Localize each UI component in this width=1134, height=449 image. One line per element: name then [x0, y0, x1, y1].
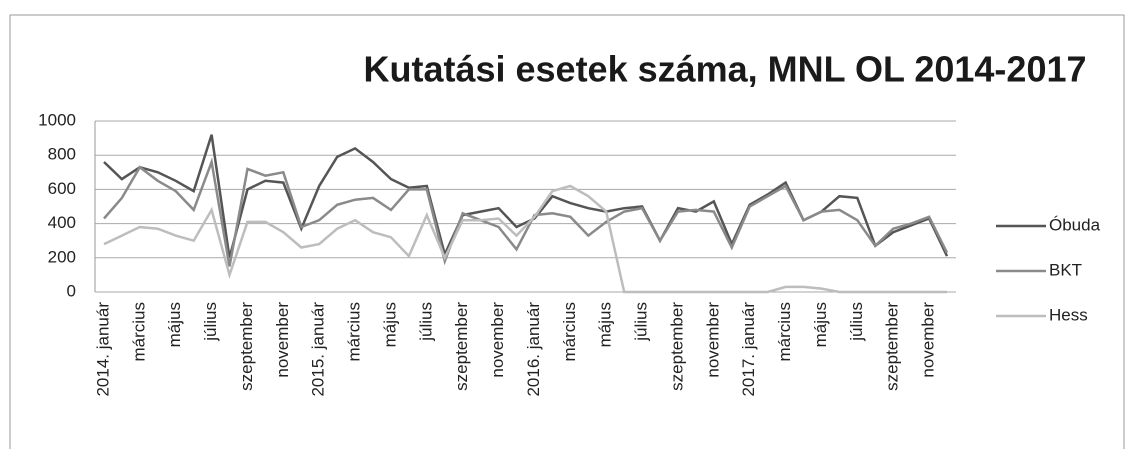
x-tick-label: július: [632, 302, 651, 342]
x-tick-label: szeptember: [667, 302, 686, 391]
x-tick-label: május: [165, 302, 184, 347]
chart-title: Kutatási esetek száma, MNL OL 2014-2017: [363, 49, 1086, 90]
x-tick-label: szeptember: [237, 302, 256, 391]
x-tick-label: március: [345, 302, 364, 362]
series-line: [103, 157, 949, 267]
y-tick-label: 200: [48, 247, 76, 266]
x-tick-label: május: [811, 302, 830, 347]
chart-border: [9, 14, 1125, 449]
y-tick-label: 600: [48, 179, 76, 198]
x-tick-label: 2016. január: [524, 302, 543, 397]
x-tick-label: november: [703, 302, 722, 378]
x-tick-label: május: [380, 302, 399, 347]
x-tick-label: november: [919, 302, 938, 378]
y-tick-label: 800: [48, 145, 76, 164]
x-tick-label: 2017. január: [739, 302, 758, 397]
legend-label: Hess: [1049, 305, 1088, 324]
x-tick-label: szeptember: [883, 302, 902, 391]
y-tick-label: 400: [48, 213, 76, 232]
y-tick-label: 0: [67, 281, 76, 300]
x-tick-label: 2014. január: [93, 302, 112, 397]
x-tick-label: július: [416, 302, 435, 342]
x-tick-label: július: [847, 302, 866, 342]
legend-label: BKT: [1049, 260, 1082, 279]
y-tick-label: 1000: [38, 110, 76, 129]
x-tick-label: május: [596, 302, 615, 347]
legend-label: Óbuda: [1049, 215, 1101, 234]
series-line: [103, 184, 947, 294]
x-tick-label: március: [775, 302, 794, 362]
x-tick-label: november: [273, 302, 292, 378]
x-tick-label: március: [129, 302, 148, 362]
x-tick-label: március: [560, 302, 579, 362]
x-tick-label: 2015. január: [309, 302, 328, 397]
series-line: [103, 134, 949, 259]
x-tick-label: szeptember: [452, 302, 471, 391]
x-tick-label: november: [488, 302, 507, 378]
x-tick-label: július: [201, 302, 220, 342]
